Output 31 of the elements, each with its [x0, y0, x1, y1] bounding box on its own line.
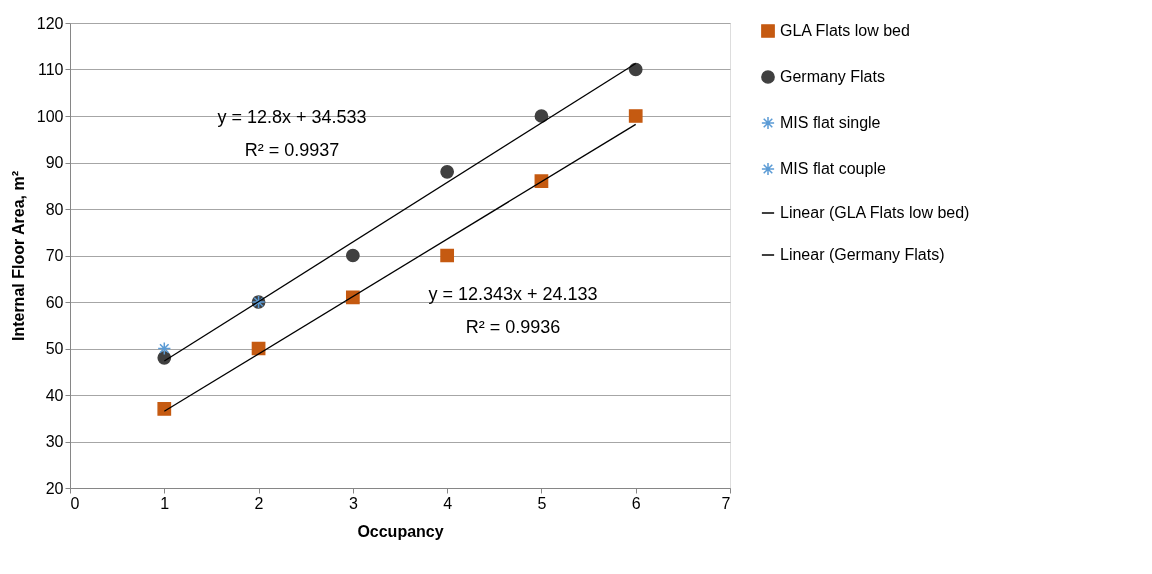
y-axis-title: Internal Floor Area, m² — [9, 170, 27, 342]
x-tick-label: 3 — [348, 494, 358, 512]
x-tick-label: 6 — [631, 494, 641, 512]
legend-label: MIS flat couple — [780, 160, 886, 177]
legend-label: Linear (Germany Flats) — [780, 246, 945, 263]
y-tick-label: 40 — [45, 386, 64, 404]
legend-label: GLA Flats low bed — [780, 22, 910, 39]
legend-label: Linear (GLA Flats low bed) — [780, 204, 970, 221]
y-tick-label: 120 — [36, 14, 64, 32]
y-tick-label: 50 — [45, 340, 64, 357]
legend-label: Germany Flats — [780, 68, 885, 85]
y-tick-label: 20 — [45, 479, 64, 497]
annotation: y = 12.343x + 24.133 — [428, 284, 598, 304]
x-tick-label: 4 — [443, 494, 453, 512]
legend-label: MIS flat single — [780, 114, 881, 131]
y-tick-label: 70 — [45, 247, 64, 264]
y-tick-label: 30 — [45, 433, 64, 450]
x-tick-label: 7 — [721, 494, 731, 512]
annotation: R² = 0.9937 — [244, 140, 340, 160]
x-axis-title: Occupancy — [357, 522, 444, 540]
y-tick-label: 110 — [37, 61, 64, 78]
y-tick-label: 100 — [36, 107, 64, 125]
x-tick-label: 5 — [537, 494, 547, 512]
annotation: R² = 0.9936 — [465, 317, 561, 337]
y-tick-label: 60 — [45, 293, 64, 311]
x-tick-label: 2 — [254, 494, 264, 512]
y-tick-label: 90 — [45, 154, 64, 171]
annotation: y = 12.8x + 34.533 — [217, 107, 367, 127]
y-tick-label: 80 — [45, 200, 64, 218]
x-tick-label: 0 — [70, 494, 80, 512]
x-tick-label: 1 — [160, 494, 170, 512]
